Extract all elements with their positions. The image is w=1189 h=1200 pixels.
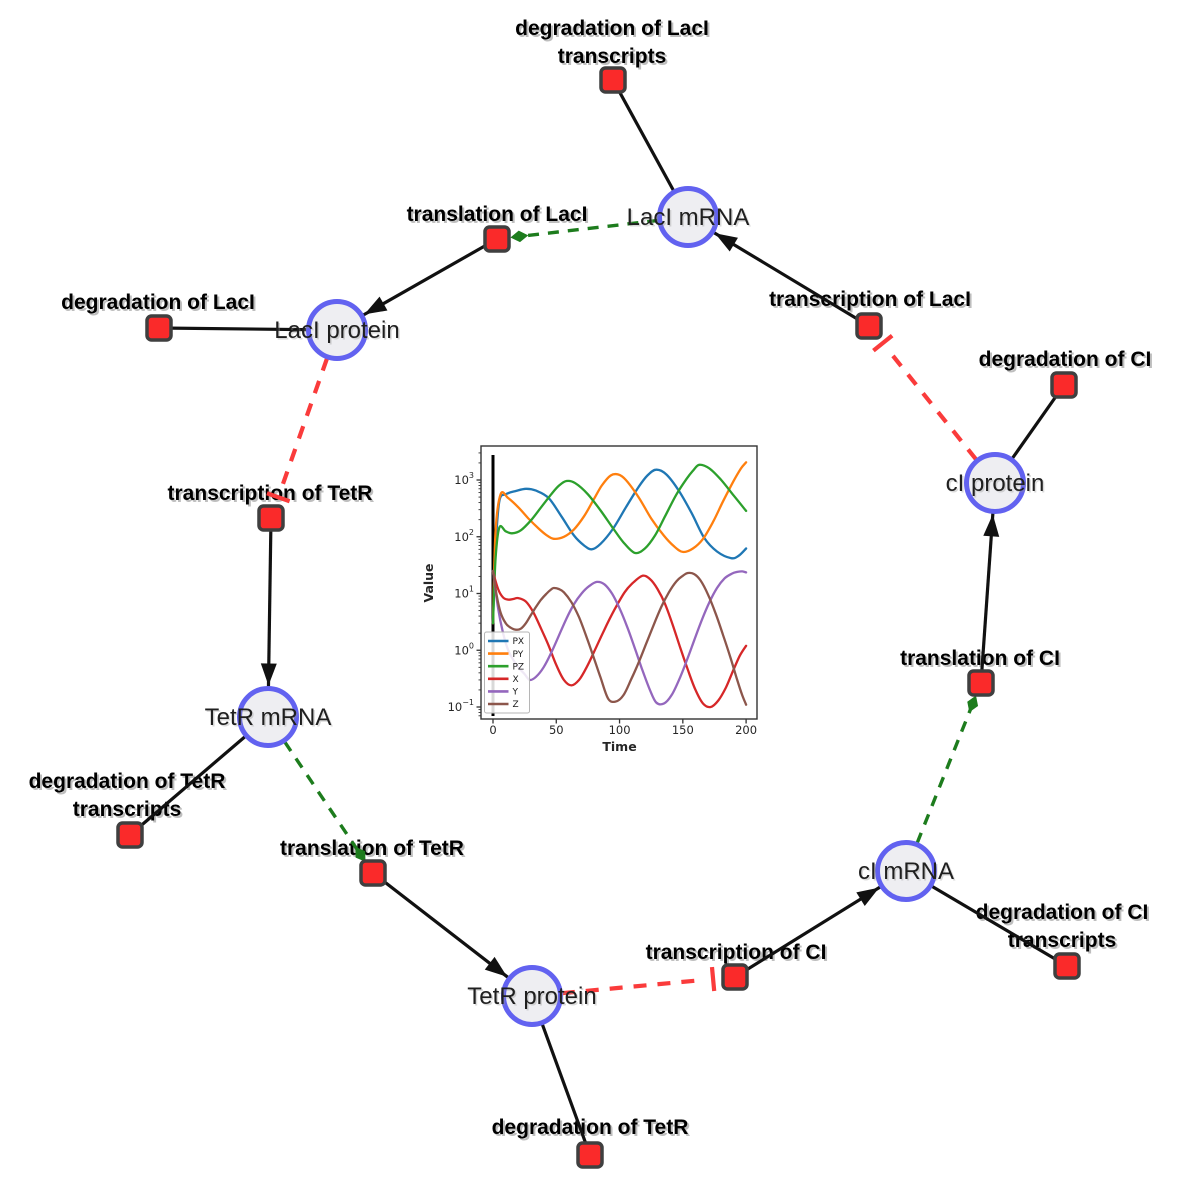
cI_mRNA-label: cI mRNA [858, 858, 954, 885]
edge-cI_protein-tc_lacI [886, 348, 978, 461]
species-node-lacI_protein[interactable] [306, 299, 368, 361]
tetR_protein-label: TetR protein [467, 983, 596, 1010]
reaction-node-deg_cI_tx[interactable] [1053, 952, 1081, 980]
species-node-cI_protein[interactable] [964, 452, 1026, 514]
edge-tetR_mRNA-tl_tetR-diamond [355, 846, 366, 862]
chart-series-PZ [491, 463, 748, 625]
edge-tl_cI-cI_protein-arrowhead [983, 514, 1000, 537]
legend-label-PZ: PZ [513, 662, 525, 672]
deg_lacI_tx-label: degradation of LacI [515, 17, 709, 40]
edge-lacI_mRNA-tl_lacI [524, 218, 659, 238]
edge-tc_tetR-tetR_mRNA-arrowhead [260, 663, 277, 686]
chart-y-tick-label: 101 [454, 585, 474, 601]
edge-cI_mRNA-tl_cI-diamond [967, 695, 979, 713]
chart-xlabel: Time [602, 739, 636, 754]
edge-tc_lacI-lacI_mRNA-arrowhead [714, 233, 738, 252]
chart-series-PY [491, 461, 748, 625]
legend-label-Y: Y [512, 688, 519, 698]
chart-y-tick-label: 102 [454, 528, 474, 544]
deg_tetR-label: degradation of TetR [492, 1116, 689, 1139]
reaction-node-deg_lacI[interactable] [145, 314, 173, 342]
edges-layer [128, 79, 1068, 1156]
species-node-lacI_mRNA[interactable] [657, 186, 719, 248]
deg_tetR_tx-label: transcripts [73, 798, 182, 821]
tl_lacI-label: translation of LacI [407, 203, 588, 226]
tl_cI-label: translation of CI [900, 647, 1060, 670]
edge-tetR_protein-tc_cI-tbar [709, 966, 717, 992]
reaction-node-deg_cI[interactable] [1050, 371, 1078, 399]
reaction-node-tl_cI[interactable] [967, 669, 995, 697]
legend-label-PX: PX [513, 637, 525, 647]
lacI_protein-label: LacI protein [274, 317, 399, 344]
chart-x-tick-label: 200 [735, 723, 757, 737]
reaction-node-tc_tetR[interactable] [257, 504, 285, 532]
reaction-node-deg_lacI_tx[interactable] [599, 66, 627, 94]
reaction-node-deg_tetR_tx[interactable] [116, 821, 144, 849]
edge-cI_protein-tc_lacI-tbar [872, 334, 894, 353]
chart-ylabel: Value [421, 563, 436, 602]
chart-y-tick-label: 100 [454, 641, 474, 657]
species-node-cI_mRNA[interactable] [875, 840, 937, 902]
inset-timeseries-chart: 0 50 100 150 200 10−1 100 101 102 103 Time Value PX P… [421, 445, 758, 754]
chart-series-Z [491, 569, 748, 706]
chart-y-tick-label: 103 [454, 471, 474, 487]
edge-lacI_mRNA-tl_lacI-diamond [510, 230, 529, 243]
species-node-tetR_mRNA[interactable] [237, 686, 299, 748]
edge-tc_cI-cI_mRNA-arrowhead [856, 887, 880, 906]
legend-label-PY: PY [513, 650, 524, 660]
deg_lacI-label: degradation of LacI [61, 291, 255, 314]
reaction-node-tl_tetR[interactable] [359, 859, 387, 887]
reaction-node-tl_lacI[interactable] [483, 225, 511, 253]
edge-lacI_protein-tc_tetR-tbar [266, 491, 291, 504]
reaction-node-tc_lacI[interactable] [855, 312, 883, 340]
tetR_mRNA-label: TetR mRNA [205, 704, 332, 731]
deg_tetR_tx-label: degradation of TetR [29, 770, 226, 793]
nodes-layer [116, 66, 1081, 1169]
legend-label-Z: Z [513, 700, 519, 710]
species-labels-layer: LacI mRNA LacI protein TetR mRNA TetR prote… [205, 204, 1045, 1010]
species-node-tetR_protein[interactable] [501, 965, 563, 1027]
chart-x-tick-label: 50 [549, 723, 564, 737]
edge-tetR_mRNA-tl_tetR [283, 740, 359, 851]
reaction-node-tc_cI[interactable] [721, 963, 749, 991]
deg_cI_tx-label: degradation of CI [976, 901, 1149, 924]
deg_lacI_tx-label: transcripts [558, 45, 667, 68]
reaction-node-deg_tetR[interactable] [576, 1141, 604, 1169]
edge-cI_mRNA-tl_cI [915, 708, 973, 844]
chart-x-tick-label: 150 [672, 723, 694, 737]
lacI_mRNA-label: LacI mRNA [627, 204, 750, 231]
chart-series-X [491, 570, 748, 709]
deg_cI-label: degradation of CI [979, 348, 1152, 371]
tl_tetR-label: translation of TetR [280, 837, 464, 860]
chart-x-tick-label: 100 [609, 723, 631, 737]
tc_cI-label: transcription of CI [646, 941, 827, 964]
chart-y-tick-label: 10−1 [448, 698, 474, 714]
tc_lacI-label: transcription of LacI [769, 288, 971, 311]
edge-lacI_protein-tc_tetR [278, 357, 330, 491]
chart-legend-box [484, 631, 530, 714]
cI_protein-label: cI protein [946, 470, 1045, 497]
legend-label-X: X [513, 675, 519, 685]
edge-tl_lacI-lacI_protein-arrowhead [364, 296, 388, 315]
chart-x-tick-label: 0 [489, 723, 496, 737]
edge-tl_tetR-tetR_protein-arrowhead [484, 956, 508, 977]
edge-cI_mRNA-deg_cI_tx [905, 869, 1068, 968]
chart-series-PX [491, 468, 748, 625]
